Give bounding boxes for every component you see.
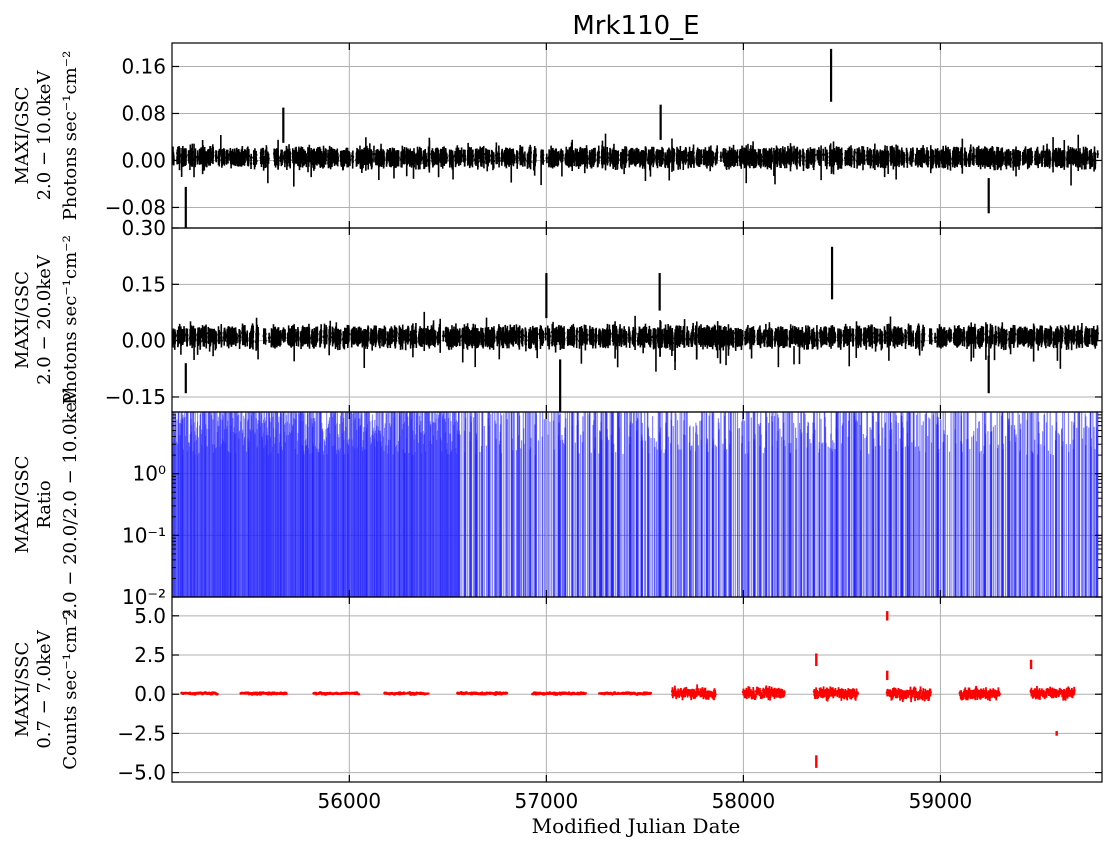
y-axis-label: 2.0 − 10.0keV — [34, 70, 55, 201]
series-maxi-gsc-2-20kev — [172, 246, 1099, 412]
y-tick-label: 0.08 — [121, 101, 166, 125]
y-tick-label: −0.08 — [105, 195, 166, 219]
panel-maxi-gsc-2-10kev: −0.08 0.00 0.08 0.16 MAXI/GSC 2.0 − 10.0keV Ph… — [12, 42, 1103, 229]
x-axis-label: Modified Julian Date — [532, 814, 741, 838]
y-axis-label: MAXI/GSC — [12, 87, 33, 185]
y-axis-label: Photons sec⁻¹cm⁻² — [60, 51, 81, 221]
figure-title: Mrk110_E — [572, 11, 699, 41]
series-maxi-gsc-2-10kev — [172, 48, 1099, 228]
y-tick-label: 0.00 — [121, 148, 166, 172]
panel-frame — [171, 42, 1103, 229]
y-tick-label: 0.16 — [121, 54, 166, 78]
